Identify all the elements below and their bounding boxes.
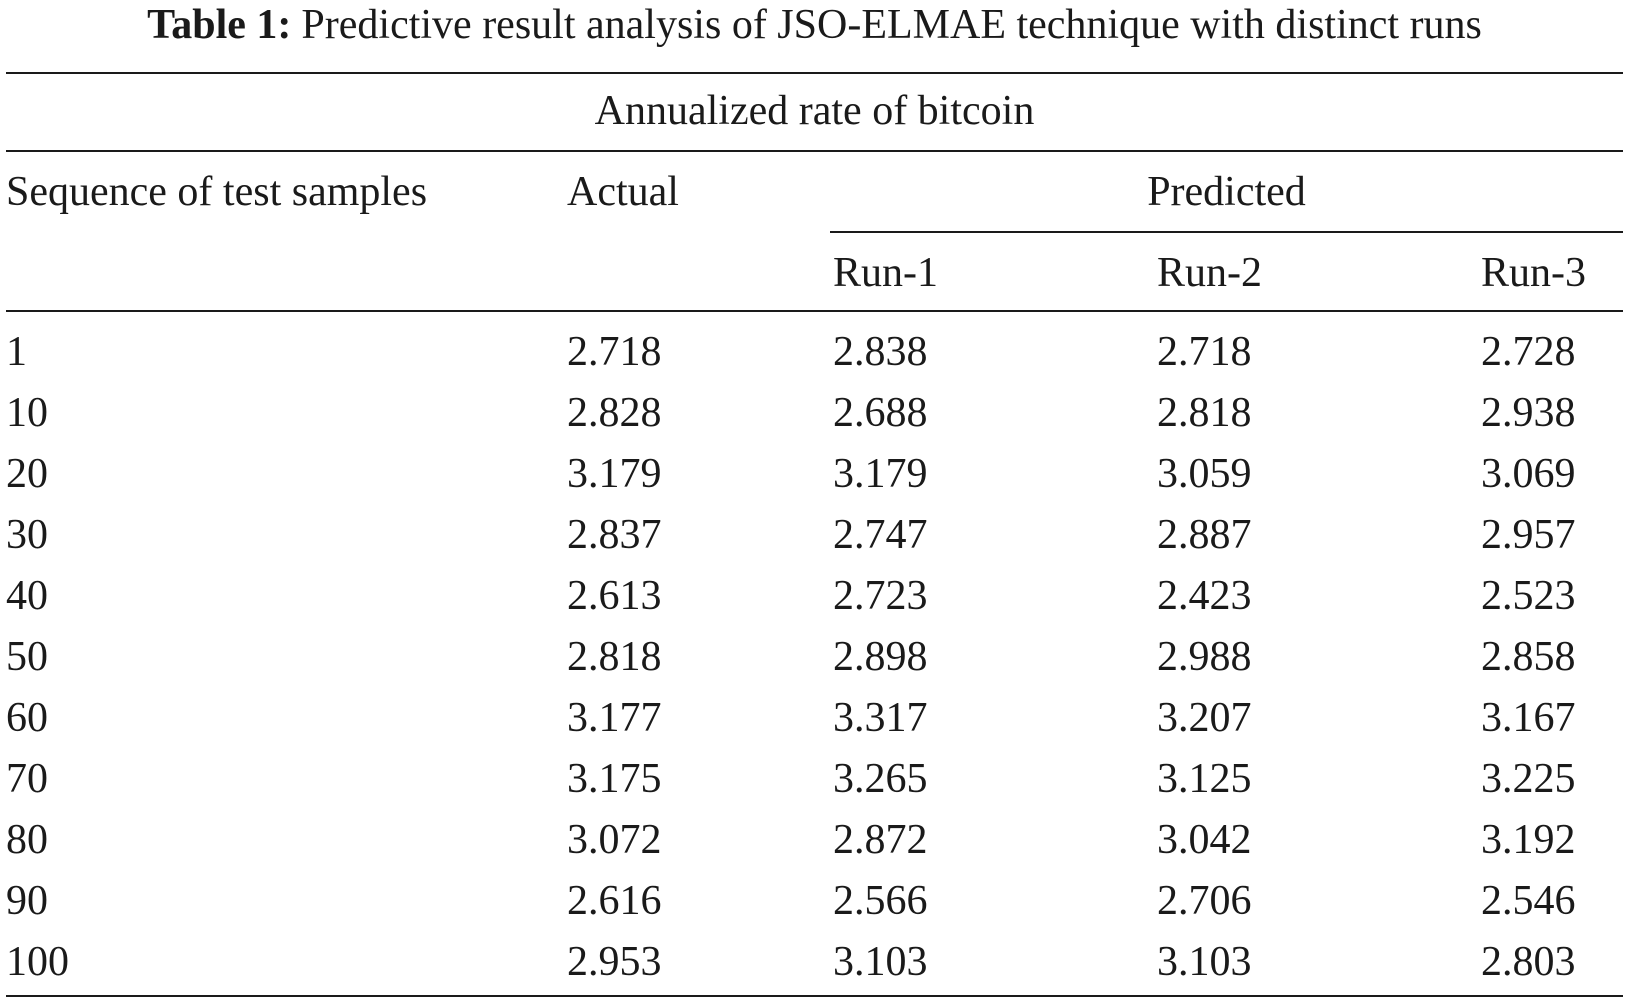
group-header: Annualized rate of bitcoin bbox=[594, 88, 1035, 134]
cell-run-2: 2.887 bbox=[1157, 512, 1252, 558]
cell-sequence: 90 bbox=[6, 878, 48, 924]
predicted-rule bbox=[830, 231, 1623, 233]
cell-run-1: 2.723 bbox=[833, 573, 928, 619]
cell-sequence: 50 bbox=[6, 634, 48, 680]
cell-actual: 2.953 bbox=[567, 939, 662, 985]
cell-actual: 2.616 bbox=[567, 878, 662, 924]
cell-run-3: 2.858 bbox=[1481, 634, 1576, 680]
cell-run-3: 2.957 bbox=[1481, 512, 1576, 558]
cell-run-1: 3.317 bbox=[833, 695, 928, 741]
cell-run-3: 2.728 bbox=[1481, 329, 1576, 375]
cell-run-1: 3.179 bbox=[833, 451, 928, 497]
cell-sequence: 10 bbox=[6, 390, 48, 436]
cell-actual: 2.828 bbox=[567, 390, 662, 436]
cell-run-3: 2.523 bbox=[1481, 573, 1576, 619]
cell-sequence: 40 bbox=[6, 573, 48, 619]
column-header-run-2: Run-2 bbox=[1157, 250, 1262, 296]
cell-sequence: 1 bbox=[6, 329, 27, 375]
cell-sequence: 60 bbox=[6, 695, 48, 741]
cell-actual: 3.072 bbox=[567, 817, 662, 863]
column-header-predicted: Predicted bbox=[1147, 169, 1306, 215]
cell-actual: 2.837 bbox=[567, 512, 662, 558]
column-header-actual: Actual bbox=[567, 169, 679, 215]
bottom-rule bbox=[6, 995, 1623, 997]
cell-actual: 2.718 bbox=[567, 329, 662, 375]
cell-run-3: 3.192 bbox=[1481, 817, 1576, 863]
cell-sequence: 30 bbox=[6, 512, 48, 558]
group-header-rule bbox=[6, 150, 1623, 152]
cell-run-2: 2.706 bbox=[1157, 878, 1252, 924]
cell-actual: 2.818 bbox=[567, 634, 662, 680]
cell-run-1: 2.838 bbox=[833, 329, 928, 375]
cell-sequence: 20 bbox=[6, 451, 48, 497]
cell-run-2: 3.059 bbox=[1157, 451, 1252, 497]
cell-run-2: 2.988 bbox=[1157, 634, 1252, 680]
table-caption-label: Table 1: bbox=[147, 2, 292, 48]
cell-run-1: 2.688 bbox=[833, 390, 928, 436]
cell-actual: 3.175 bbox=[567, 756, 662, 802]
cell-run-2: 3.042 bbox=[1157, 817, 1252, 863]
cell-actual: 3.177 bbox=[567, 695, 662, 741]
cell-run-1: 2.747 bbox=[833, 512, 928, 558]
cell-run-3: 2.546 bbox=[1481, 878, 1576, 924]
column-header-sequence: Sequence of test samples bbox=[6, 169, 428, 215]
cell-sequence: 100 bbox=[6, 939, 69, 985]
cell-run-2: 3.103 bbox=[1157, 939, 1252, 985]
cell-run-3: 2.938 bbox=[1481, 390, 1576, 436]
cell-run-2: 2.718 bbox=[1157, 329, 1252, 375]
table-caption-text: Predictive result analysis of JSO-ELMAE … bbox=[301, 2, 1482, 48]
cell-run-3: 3.167 bbox=[1481, 695, 1576, 741]
cell-run-2: 2.818 bbox=[1157, 390, 1252, 436]
cell-run-1: 2.872 bbox=[833, 817, 928, 863]
cell-run-2: 3.207 bbox=[1157, 695, 1252, 741]
column-header-run-1: Run-1 bbox=[833, 250, 938, 296]
cell-sequence: 80 bbox=[6, 817, 48, 863]
cell-actual: 3.179 bbox=[567, 451, 662, 497]
cell-run-3: 3.225 bbox=[1481, 756, 1576, 802]
cell-sequence: 70 bbox=[6, 756, 48, 802]
cell-run-3: 3.069 bbox=[1481, 451, 1576, 497]
cell-run-2: 2.423 bbox=[1157, 573, 1252, 619]
column-header-run-3: Run-3 bbox=[1481, 250, 1586, 296]
cell-run-1: 3.103 bbox=[833, 939, 928, 985]
cell-run-2: 3.125 bbox=[1157, 756, 1252, 802]
cell-run-1: 3.265 bbox=[833, 756, 928, 802]
table-caption: Table 1: Predictive result analysis of JS… bbox=[0, 0, 1629, 50]
header-bottom-rule bbox=[6, 310, 1623, 312]
cell-run-1: 2.566 bbox=[833, 878, 928, 924]
top-rule bbox=[6, 72, 1623, 74]
cell-run-3: 2.803 bbox=[1481, 939, 1576, 985]
cell-actual: 2.613 bbox=[567, 573, 662, 619]
cell-run-1: 2.898 bbox=[833, 634, 928, 680]
